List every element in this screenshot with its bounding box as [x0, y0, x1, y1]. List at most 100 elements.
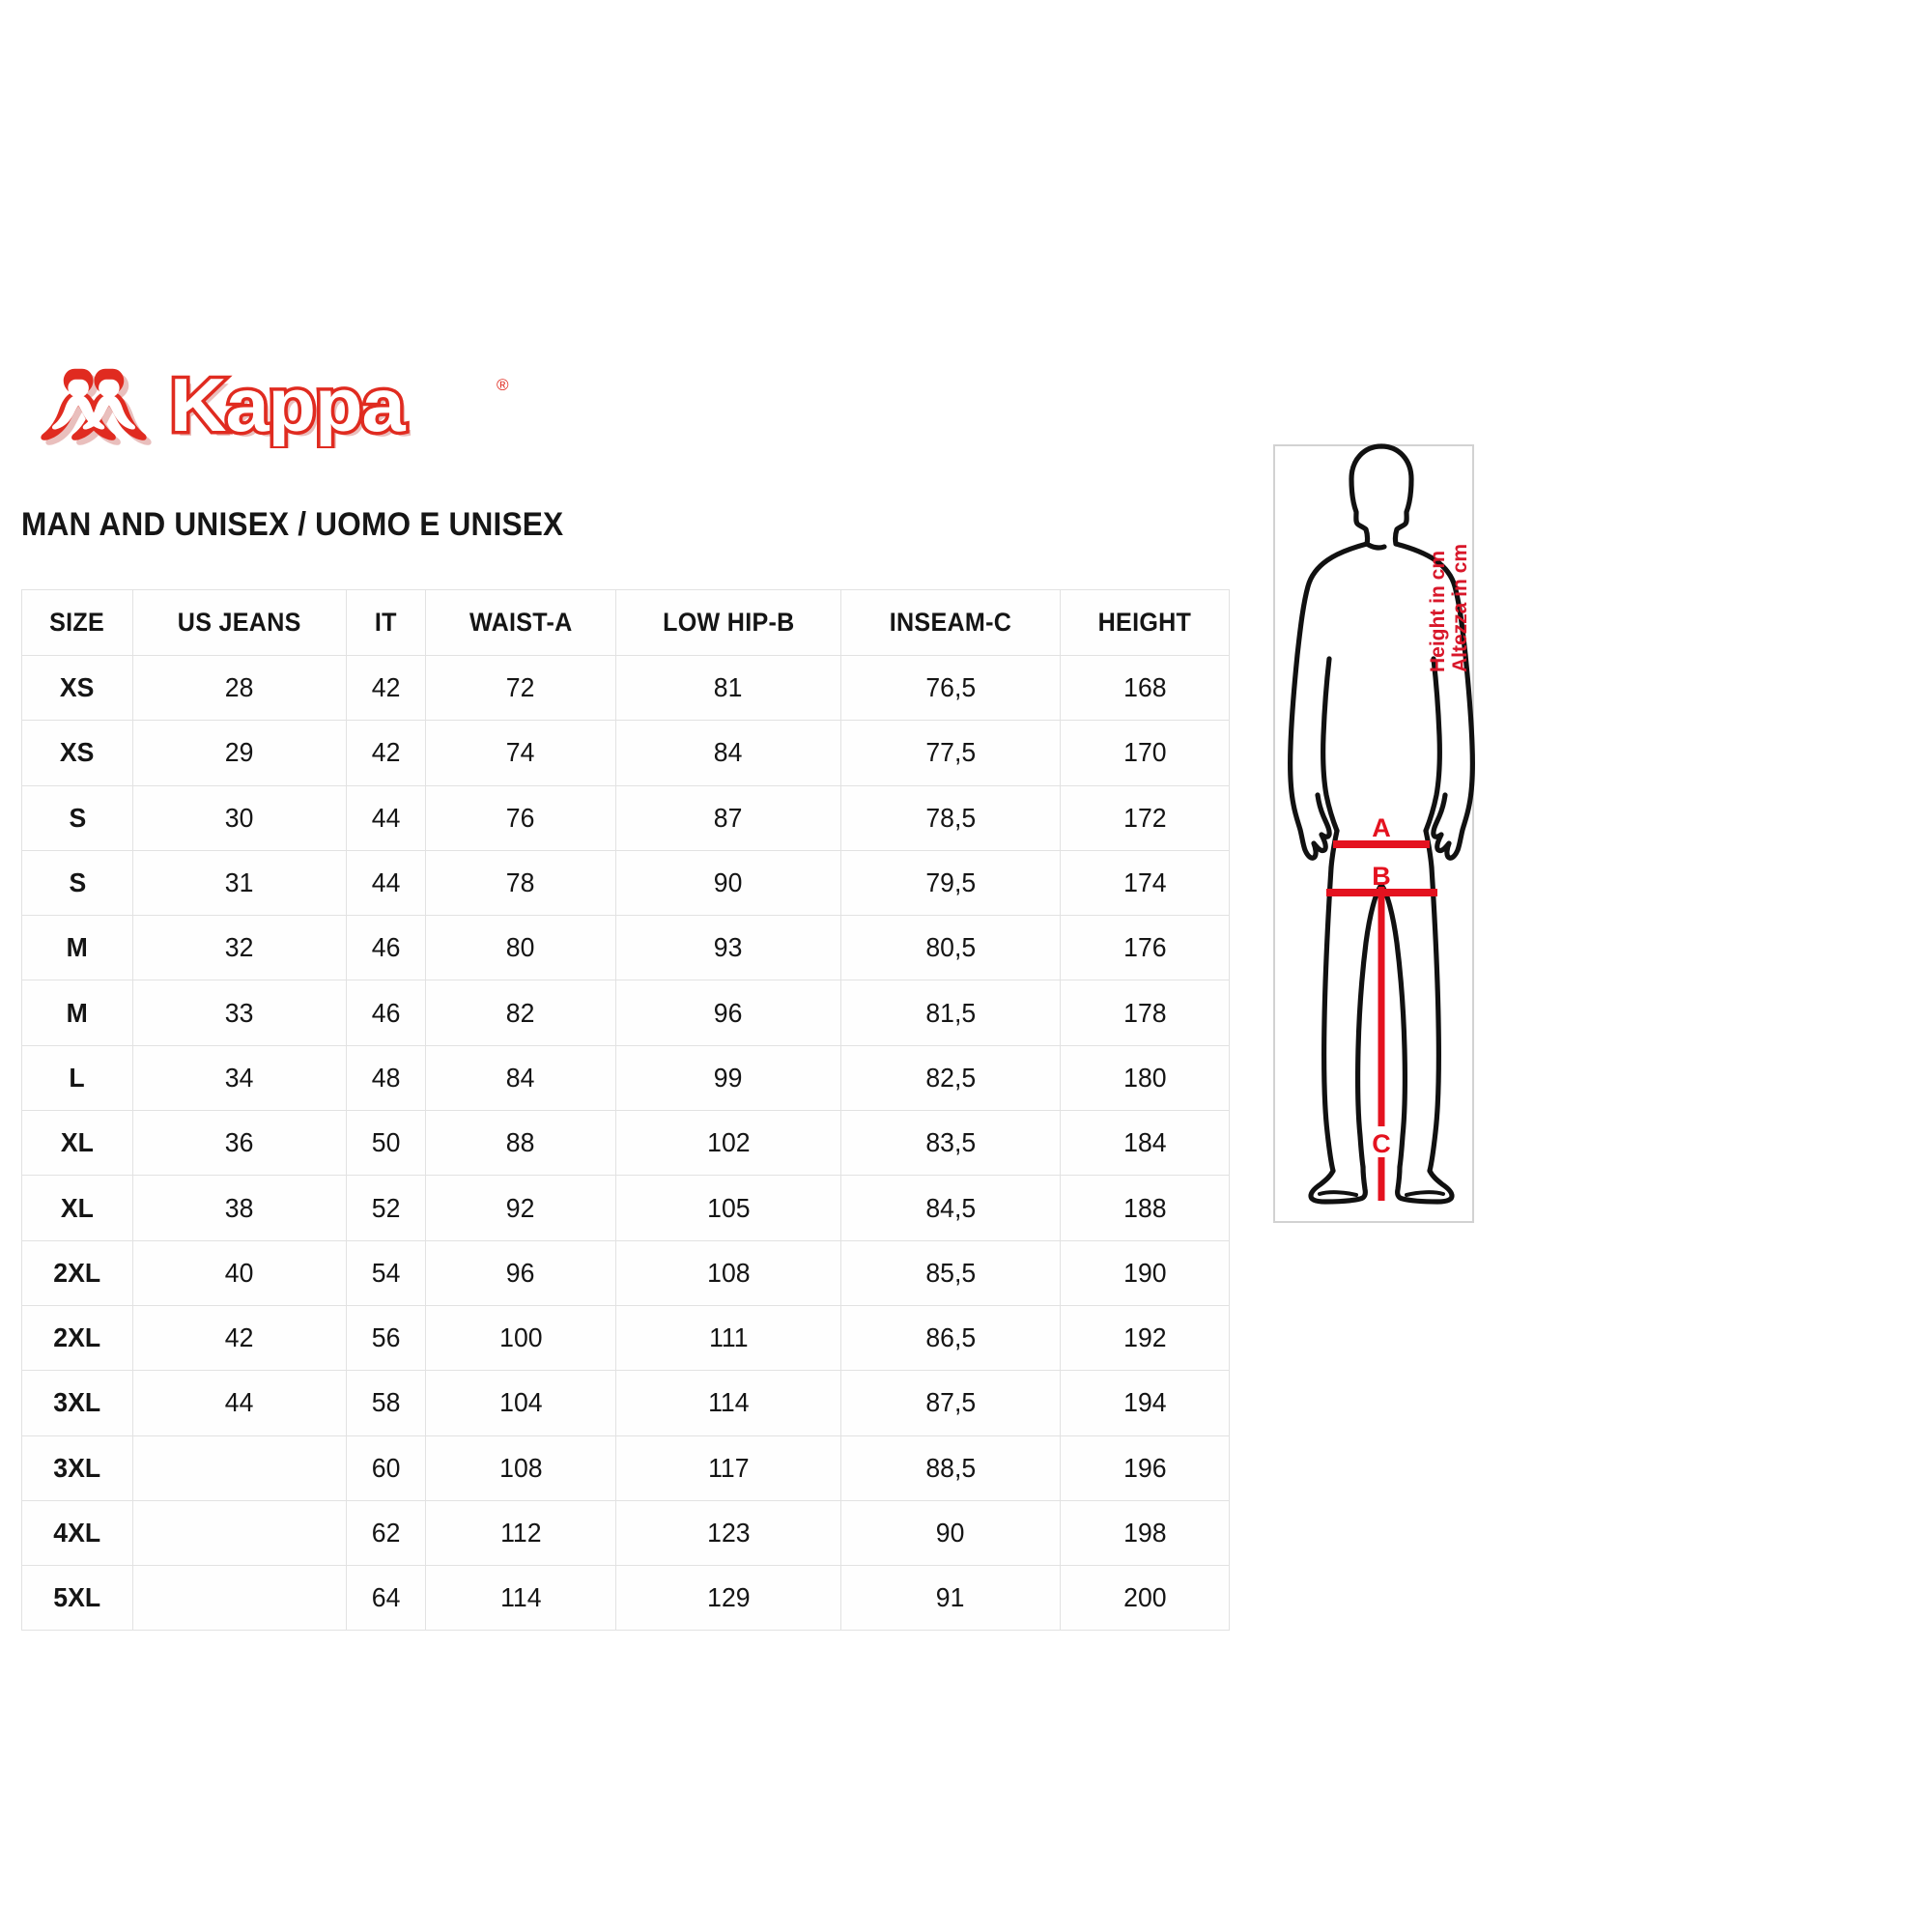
cell-value: 90	[936, 1518, 965, 1548]
cell-value: 50	[371, 1127, 401, 1158]
cell-value: 184	[1122, 1127, 1167, 1158]
cell-it: 64	[346, 1565, 426, 1632]
cell-value: 44	[371, 802, 401, 833]
cell-inseam-c: 83,5	[840, 1110, 1061, 1177]
cell-value: 93	[714, 932, 743, 963]
cell-value: 198	[1122, 1518, 1167, 1548]
cell-it: 50	[346, 1110, 426, 1177]
svg-text:Kappa: Kappa	[175, 367, 411, 448]
column-header-height: HEIGHT	[1060, 589, 1230, 656]
cell-height: 188	[1060, 1175, 1230, 1241]
cell-height: 200	[1060, 1565, 1230, 1632]
cell-us-jeans: 36	[132, 1110, 347, 1177]
cell-height: 170	[1060, 720, 1230, 786]
kappa-logo: Kappa Kappa ®	[21, 359, 524, 448]
cell-value: 82	[506, 997, 535, 1028]
cell-waist-a: 76	[425, 784, 616, 851]
table-row: 2XL 42 56 100 111 86,5 192	[21, 1304, 1230, 1372]
cell-value: 86,5	[925, 1322, 976, 1353]
cell-value: 178	[1122, 997, 1167, 1028]
cell-inseam-c: 79,5	[840, 849, 1061, 917]
cell-low-hip-b: 105	[615, 1175, 841, 1241]
table-row: L 34 48 84 99 82,5 180	[21, 1044, 1230, 1112]
cell-size: S	[21, 849, 133, 917]
cell-inseam-c: 82,5	[840, 1044, 1061, 1112]
cell-size: XL	[21, 1110, 133, 1177]
cell-value: 87,5	[925, 1387, 976, 1418]
cell-value: 176	[1122, 932, 1167, 963]
cell-value: S	[69, 802, 86, 833]
cell-us-jeans: 42	[132, 1304, 347, 1372]
cell-low-hip-b: 90	[615, 849, 841, 917]
cell-value: 80,5	[925, 932, 976, 963]
cell-value: 44	[225, 1387, 254, 1418]
cell-value: M	[66, 997, 89, 1028]
table-row: 3XL 44 58 104 114 87,5 194	[21, 1370, 1230, 1436]
cell-value: 60	[371, 1452, 401, 1483]
cell-size: 2XL	[21, 1304, 133, 1372]
cell-height: 184	[1060, 1110, 1230, 1177]
cell-value: 62	[371, 1518, 401, 1548]
cell-height: 176	[1060, 915, 1230, 981]
cell-size: S	[21, 784, 133, 851]
cell-value: S	[69, 867, 86, 898]
cell-waist-a: 82	[425, 980, 616, 1046]
height-axis-label-it: Altezza in cm	[1449, 543, 1471, 672]
cell-it: 42	[346, 654, 426, 722]
cell-us-jeans: 44	[132, 1370, 347, 1436]
column-header-size-label: SIZE	[49, 608, 105, 637]
cell-inseam-c: 81,5	[840, 980, 1061, 1046]
cell-value: 81,5	[925, 997, 976, 1028]
cell-value: XL	[61, 1127, 94, 1158]
cell-value: XS	[60, 672, 95, 703]
cell-size: 3XL	[21, 1435, 133, 1501]
cell-size: M	[21, 915, 133, 981]
cell-us-jeans: 34	[132, 1044, 347, 1112]
cell-us-jeans	[132, 1435, 347, 1501]
cell-value: 52	[371, 1192, 401, 1223]
cell-value: 42	[225, 1322, 254, 1353]
cell-value: 84	[506, 1062, 535, 1093]
cell-waist-a: 84	[425, 1044, 616, 1112]
cell-value: 96	[506, 1257, 535, 1288]
cell-us-jeans: 33	[132, 980, 347, 1046]
cell-low-hip-b: 111	[615, 1304, 841, 1372]
cell-it: 46	[346, 915, 426, 981]
column-header-it-label: IT	[375, 608, 397, 637]
cell-value: 170	[1122, 737, 1167, 768]
cell-value: 54	[371, 1257, 401, 1288]
cell-value: 76	[506, 802, 535, 833]
cell-low-hip-b: 84	[615, 720, 841, 786]
cell-height: 178	[1060, 980, 1230, 1046]
cell-value: 108	[498, 1452, 543, 1483]
cell-value: 46	[371, 932, 401, 963]
column-header-low-hip-b: LOW HIP-B	[615, 589, 841, 656]
cell-value: 174	[1122, 867, 1167, 898]
cell-inseam-c: 85,5	[840, 1239, 1061, 1306]
cell-value: 4XL	[53, 1518, 101, 1548]
cell-height: 190	[1060, 1239, 1230, 1306]
column-header-us-jeans: US JEANS	[132, 589, 347, 656]
cell-us-jeans: 38	[132, 1175, 347, 1241]
cell-it: 44	[346, 849, 426, 917]
cell-value: 100	[498, 1322, 543, 1353]
cell-value: 85,5	[925, 1257, 976, 1288]
cell-inseam-c: 76,5	[840, 654, 1061, 722]
cell-value: 96	[714, 997, 743, 1028]
cell-value: 81	[714, 672, 743, 703]
cell-value: 80	[506, 932, 535, 963]
cell-value: 3XL	[53, 1452, 101, 1483]
cell-value: 33	[225, 997, 254, 1028]
cell-size: 3XL	[21, 1370, 133, 1436]
cell-value: 114	[707, 1387, 750, 1418]
cell-value: 28	[225, 672, 254, 703]
cell-inseam-c: 80,5	[840, 915, 1061, 981]
cell-us-jeans: 31	[132, 849, 347, 917]
cell-height: 168	[1060, 654, 1230, 722]
cell-waist-a: 80	[425, 915, 616, 981]
cell-value: 172	[1122, 802, 1167, 833]
cell-value: 2XL	[53, 1322, 101, 1353]
cell-value: 112	[499, 1518, 542, 1548]
cell-value: 79,5	[925, 867, 976, 898]
table-row: S 31 44 78 90 79,5 174	[21, 849, 1230, 917]
